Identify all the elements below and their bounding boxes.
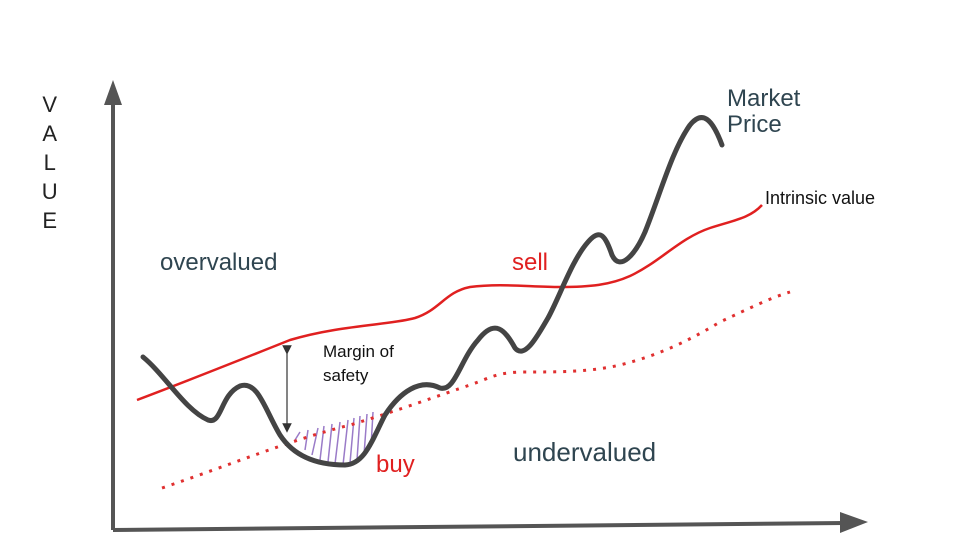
sell-label: sell: [512, 249, 549, 276]
buy-label: buy: [376, 451, 415, 478]
market-price-line: [140, 115, 725, 468]
market-price-label: Market Price: [727, 85, 801, 139]
x-axis-arrow: [840, 512, 868, 533]
margin-line: [161, 290, 791, 490]
y-axis-arrow: [104, 80, 122, 105]
margin-hatch: [294, 411, 374, 466]
overvalued-label: overvalued: [160, 249, 278, 276]
intrinsic-value-line: [136, 204, 763, 402]
intrinsic-value-label: Intrinsic value: [765, 188, 876, 208]
x-axis: [112, 521, 846, 532]
margin-of-safety-label: Margin of safety: [323, 342, 394, 385]
undervalued-label: undervalued: [513, 437, 657, 467]
axis-label: VALUE: [37, 92, 63, 237]
